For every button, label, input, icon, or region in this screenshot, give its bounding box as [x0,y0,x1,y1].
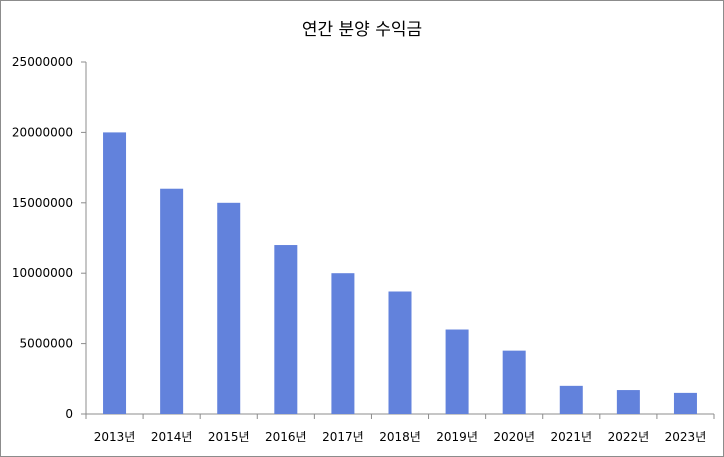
x-axis: 2013년 2014년 2015년 2016년 2017년 2018년 2019년 2020년… [85,413,715,444]
chart-title: 연간 분양 수익금 [302,20,422,40]
bar [616,390,640,414]
x-tick-label: 2016년 [265,430,307,444]
x-tick-label: 2017년 [322,430,364,444]
x-tick-label: 2019년 [436,430,478,444]
bar [388,291,412,414]
y-tick-label: 0 [65,407,73,421]
bar [103,132,127,414]
bar [673,392,697,414]
x-tick-label: 2013년 [94,430,136,444]
bar [331,273,355,414]
x-tick-label: 2023년 [665,430,707,444]
bar [559,385,583,414]
x-tick-label: 2014년 [151,430,193,444]
y-tick-label: 20000000 [12,125,73,139]
bar [217,202,241,414]
bar-series [103,132,697,414]
y-tick-label: 15000000 [12,196,73,210]
x-tick-label: 2015년 [208,430,250,444]
bar [445,329,469,414]
y-tick-label: 10000000 [12,266,73,280]
bar [502,350,526,414]
bar [274,245,298,414]
x-tick-label: 2021년 [550,430,592,444]
y-tick-label: 25000000 [12,55,73,69]
y-tick-label: 5000000 [20,337,73,351]
y-axis: 0 5000000 10000000 15000000 20000000 25000000 [12,55,87,421]
x-tick-label: 2022년 [608,430,650,444]
bar [160,188,184,414]
x-tick-label: 2018년 [379,430,421,444]
x-tick-label: 2020년 [493,430,535,444]
